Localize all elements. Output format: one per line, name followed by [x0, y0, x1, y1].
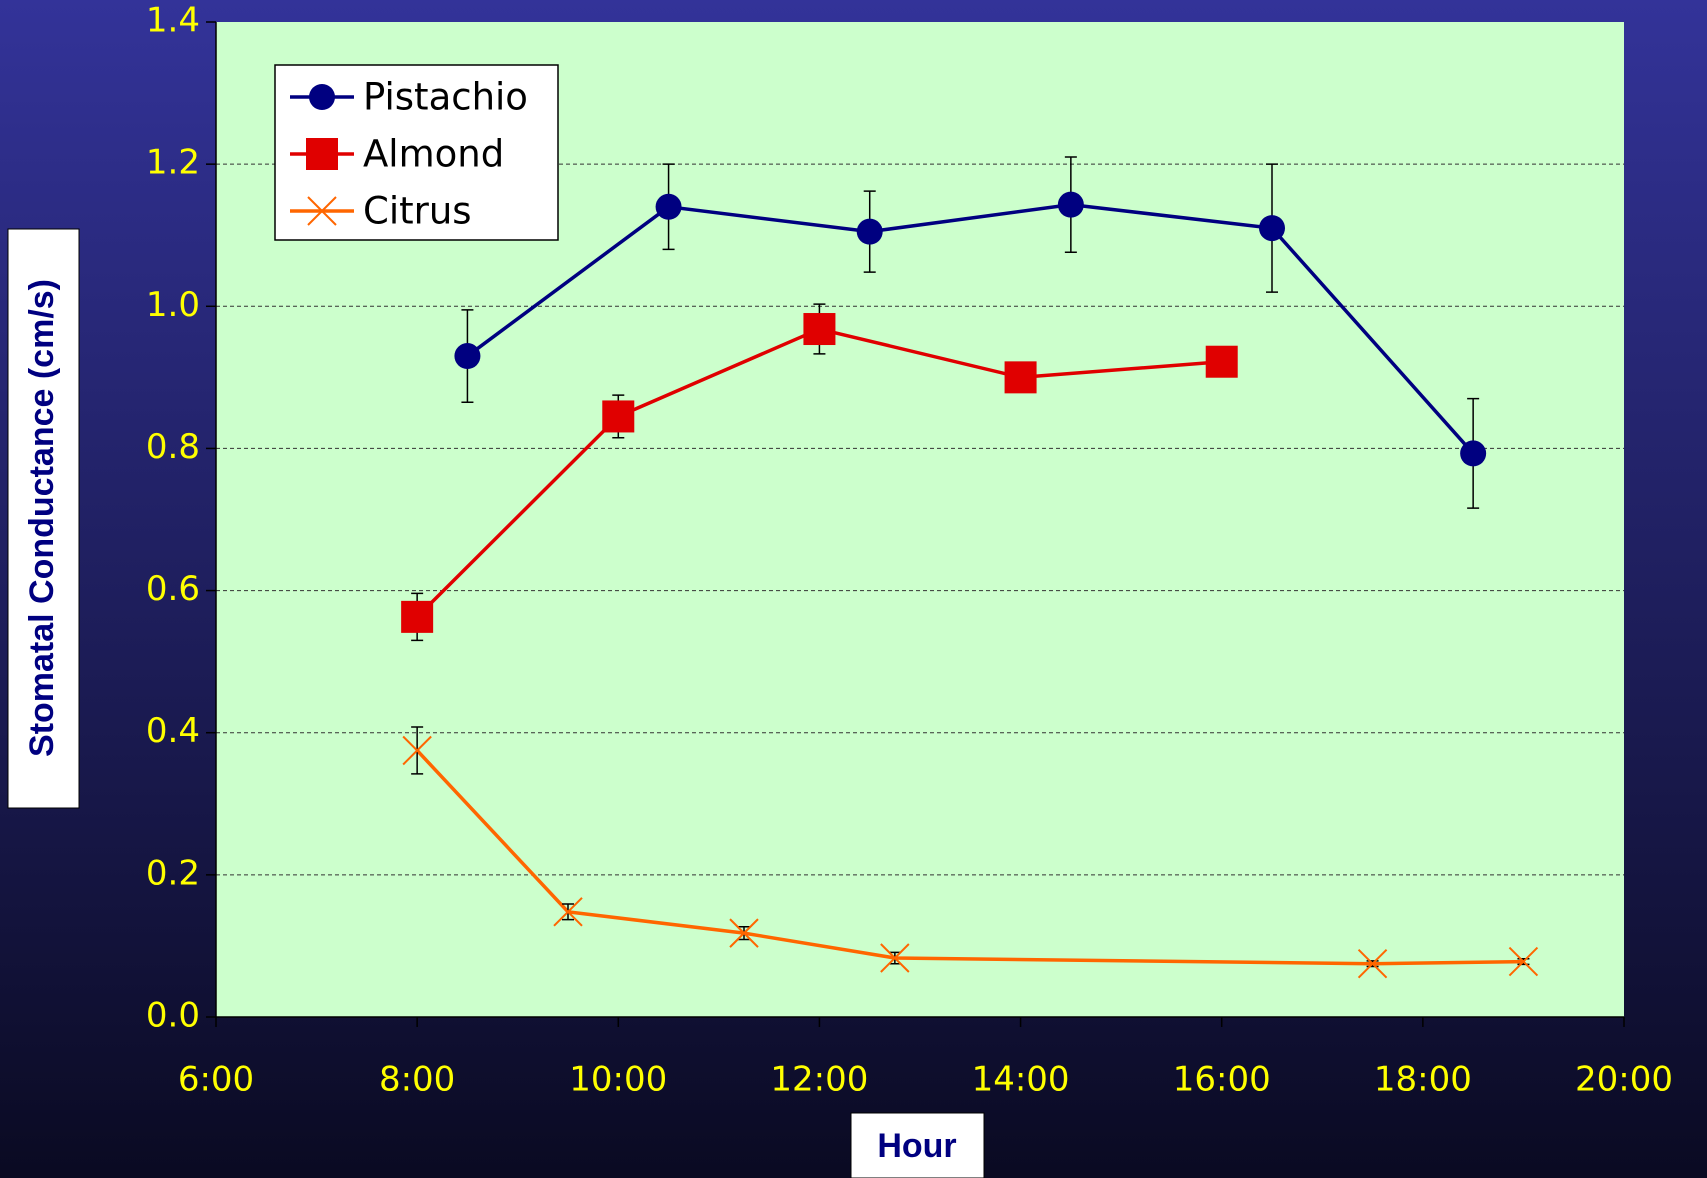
point [602, 400, 635, 433]
point [880, 943, 910, 973]
x-tick-label: 6:00 [178, 1060, 254, 1100]
point [553, 897, 583, 927]
x-tick-label: 18:00 [1374, 1060, 1472, 1100]
legend-marker [306, 138, 338, 170]
y-tick-label: 0.2 [146, 853, 200, 893]
series-line [466, 202, 1475, 455]
legend-label: Citrus [363, 190, 472, 233]
y-tick-label: 1.2 [146, 143, 200, 183]
legend-marker [307, 196, 337, 226]
x-tick-label: 20:00 [1575, 1060, 1673, 1100]
x-tick-label: 16:00 [1173, 1060, 1271, 1100]
point [1004, 361, 1037, 394]
legend-marker [309, 84, 335, 110]
point [1508, 946, 1539, 977]
legend-label: Almond [363, 133, 504, 176]
point [402, 735, 432, 766]
x-tick-label: 12:00 [770, 1060, 868, 1100]
y-tick-label: 1.4 [146, 1, 200, 41]
point [655, 193, 682, 220]
y-tick-label: 0.6 [146, 569, 200, 609]
y-axis-label: Stomatal Conductance (cm/s) [23, 279, 61, 757]
x-tick-label: 10:00 [569, 1060, 667, 1100]
series-line [415, 749, 1524, 966]
y-tick-label: 0.0 [146, 996, 200, 1036]
x-tick-label: 14:00 [972, 1060, 1070, 1100]
point [1357, 948, 1388, 979]
x-label-box [850, 1112, 985, 1178]
point [454, 343, 481, 370]
point [1057, 191, 1084, 218]
legend-label: Pistachio [363, 76, 528, 119]
point [856, 218, 883, 245]
point [803, 313, 836, 346]
x-axis-label: Hour [877, 1127, 956, 1165]
y-tick-label: 0.4 [146, 711, 200, 751]
x-tick-label: 8:00 [379, 1060, 455, 1100]
point [1460, 440, 1487, 467]
point [1205, 345, 1238, 378]
y-tick-label: 0.8 [146, 427, 200, 467]
y-label-box [7, 228, 80, 809]
point [729, 918, 759, 948]
point [1259, 215, 1285, 242]
point [401, 600, 434, 633]
marks [401, 156, 1539, 979]
y-tick-label: 1.0 [146, 285, 200, 325]
